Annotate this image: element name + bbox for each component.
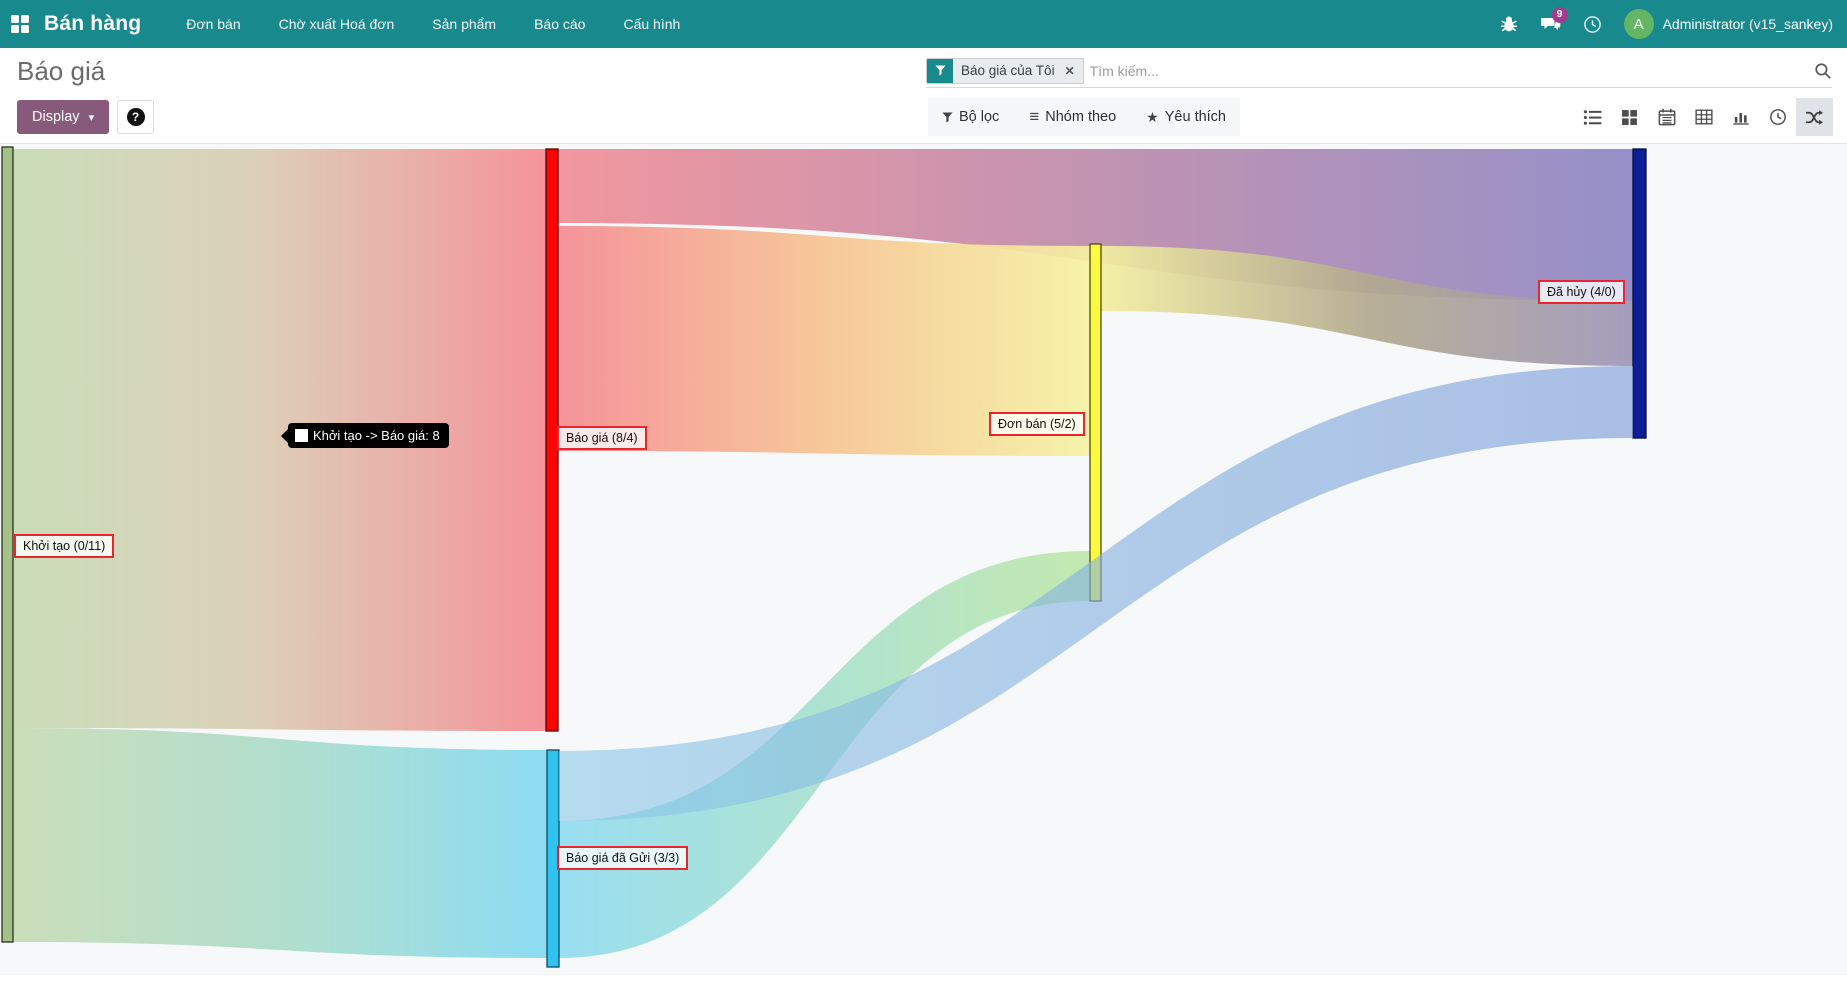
page-title: Báo giá (17, 56, 106, 86)
chevron-down-icon: ▾ (88, 112, 95, 124)
nav-item-cho-xuat-hoa-don[interactable]: Chờ xuất Hoá đơn (278, 16, 395, 32)
node-label-bao-gia[interactable]: Báo giá (8/4) (557, 426, 647, 450)
breadcrumb-search-row: Báo giá Báo giá của Tôi ✕ (0, 48, 1847, 94)
tooltip-color-swatch (295, 429, 308, 442)
search-options: Bộ lọc ≡ Nhóm theo ★ Yêu thích (928, 98, 1240, 136)
group-by-button[interactable]: ≡ Nhóm theo (1029, 107, 1117, 126)
node-don-ban[interactable] (1089, 243, 1102, 602)
messages-icon[interactable]: 9 (1532, 0, 1570, 48)
nav-item-san-pham[interactable]: Sản phẩm (432, 16, 497, 32)
activity-view-icon[interactable] (1759, 98, 1796, 136)
debug-bug-icon[interactable] (1490, 0, 1528, 48)
search-icon[interactable] (1802, 62, 1832, 80)
flow-khoitao-baogiadagui[interactable] (13, 728, 547, 958)
filters-button[interactable]: Bộ lọc (942, 109, 999, 125)
filter-funnel-icon (927, 58, 953, 83)
search-bar[interactable]: Báo giá của Tôi ✕ (926, 54, 1832, 88)
facet-remove-icon[interactable]: ✕ (1064, 63, 1075, 78)
messages-count-badge: 9 (1551, 7, 1568, 23)
sankey-canvas (1, 146, 1647, 968)
nav-item-cau-hinh[interactable]: Cấu hình (623, 16, 681, 32)
tooltip-text: Khởi tạo -> Báo giá: 8 (313, 428, 440, 443)
node-label-da-huy[interactable]: Đã hủy (4/0) (1538, 280, 1625, 304)
node-label-khoi-tao[interactable]: Khởi tạo (0/11) (14, 534, 115, 558)
flow-donban-dahuy[interactable] (1101, 246, 1633, 366)
view-switcher (1574, 98, 1833, 136)
nav-menu: Đơn bán Chờ xuất Hoá đơn Sản phẩm Báo cá… (167, 0, 699, 48)
user-menu[interactable]: A Administrator (v15_sankey) (1623, 9, 1833, 39)
calendar-view-icon[interactable] (1648, 98, 1685, 136)
sankey-tooltip: Khởi tạo -> Báo giá: 8 (281, 423, 449, 448)
question-circle-icon: ? (126, 108, 145, 126)
filters-funnel-icon (942, 111, 953, 123)
flow-baogia-donban[interactable] (558, 226, 1090, 456)
node-label-don-ban[interactable]: Đơn bán (5/2) (989, 412, 1085, 436)
search-facet-label: Báo giá của Tôi (961, 63, 1055, 78)
graph-view-icon[interactable] (1722, 98, 1759, 136)
favorites-button[interactable]: ★ Yêu thích (1146, 108, 1226, 126)
group-by-icon: ≡ (1029, 107, 1040, 126)
avatar: A (1623, 9, 1654, 39)
list-view-icon[interactable] (1574, 98, 1611, 136)
sankey-view-icon[interactable] (1796, 98, 1833, 136)
flow-khoitao-baogia[interactable] (13, 149, 546, 731)
help-button[interactable]: ? (117, 100, 154, 134)
control-panel: Display ▾ ? Bộ lọc ≡ Nhóm theo ★ Yêu thí… (0, 94, 1847, 143)
flow-baogiadagui-dahuy[interactable] (559, 366, 1633, 821)
display-button[interactable]: Display ▾ (17, 100, 110, 134)
flow-baogia-dahuy[interactable] (558, 149, 1633, 301)
nav-item-bao-cao[interactable]: Báo cáo (534, 16, 586, 32)
node-da-huy[interactable] (1632, 148, 1647, 439)
nav-item-don-ban[interactable]: Đơn bán (186, 16, 241, 32)
node-khoi-tao[interactable] (1, 146, 14, 943)
kanban-view-icon[interactable] (1611, 98, 1648, 136)
apps-menu-icon[interactable] (0, 0, 40, 48)
user-name: Administrator (v15_sankey) (1662, 16, 1833, 32)
activity-clock-icon[interactable] (1574, 0, 1612, 48)
favorites-star-icon: ★ (1146, 108, 1159, 125)
navbar: Bán hàng Đơn bán Chờ xuất Hoá đơn Sản ph… (0, 0, 1847, 48)
pivot-view-icon[interactable] (1685, 98, 1722, 136)
search-input[interactable] (1089, 62, 1802, 79)
node-label-bao-gia-da-gui[interactable]: Báo giá đã Gửi (3/3) (557, 846, 689, 870)
app-brand[interactable]: Bán hàng (44, 12, 142, 35)
sankey-diagram: Khởi tạo (0/11) Báo giá (8/4) Báo giá đã… (0, 143, 1847, 975)
search-facet: Báo giá của Tôi ✕ (926, 57, 1084, 84)
